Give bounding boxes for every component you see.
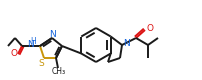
Text: N: N [49, 30, 56, 38]
Text: O: O [11, 50, 17, 58]
Text: O: O [146, 24, 153, 32]
Text: N: N [123, 38, 130, 48]
Text: CH₃: CH₃ [52, 68, 66, 76]
Text: N: N [27, 40, 34, 49]
Text: S: S [38, 58, 44, 68]
Text: H: H [30, 36, 36, 46]
